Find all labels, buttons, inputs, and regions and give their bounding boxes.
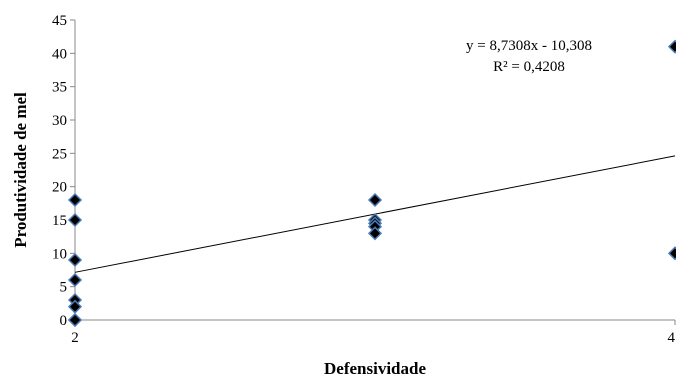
y-tick-label: 25 — [52, 146, 67, 162]
data-point — [667, 246, 676, 261]
y-tick-label: 10 — [52, 246, 67, 262]
y-tick-label: 30 — [52, 113, 67, 129]
trendline-equation: y = 8,7308x - 10,308 — [466, 38, 592, 54]
x-axis-title: Defensividade — [324, 359, 426, 376]
y-tick-label: 0 — [60, 313, 68, 329]
data-points — [67, 39, 676, 328]
data-point — [367, 192, 383, 208]
data-point — [367, 226, 383, 241]
data-point — [67, 192, 83, 208]
x-tick-label: 2 — [71, 330, 79, 346]
y-tick-label: 45 — [52, 13, 67, 29]
y-axis-title: Produtividade de mel — [11, 92, 30, 248]
y-tick-label: 5 — [60, 280, 68, 296]
y-tick-label: 35 — [52, 80, 67, 96]
r-squared-label: R² = 0,4208 — [493, 59, 565, 75]
y-tick-label: 40 — [52, 46, 67, 62]
data-point — [67, 212, 83, 228]
y-tick-label: 15 — [52, 213, 67, 229]
y-tick-label: 20 — [52, 180, 67, 196]
data-point — [667, 39, 676, 54]
data-point — [67, 272, 83, 288]
data-point — [67, 299, 83, 314]
x-tick-label: 4 — [668, 330, 676, 346]
data-point — [67, 312, 83, 328]
y-axis: 0 5 10 15 20 25 30 35 40 45 — [52, 13, 76, 329]
data-point — [67, 252, 83, 268]
